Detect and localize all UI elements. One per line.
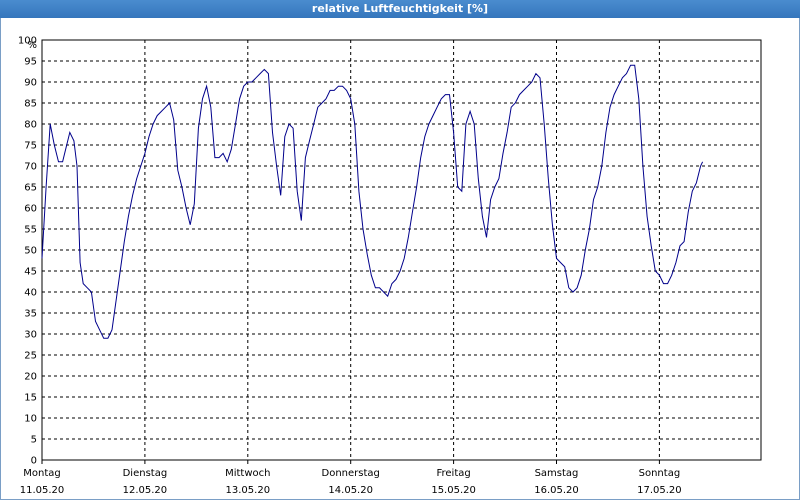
y-tick-label: 15	[24, 393, 37, 404]
y-tick-label: 90	[24, 78, 37, 89]
y-tick-label: 30	[24, 330, 37, 341]
y-tick-label: 45	[24, 267, 37, 278]
y-tick-label: 25	[24, 351, 37, 362]
y-tick-label: 60	[24, 204, 37, 215]
x-axis-ticks: Montag 11.05.20 Dienstag 12.05.20 Mittwoch 13…	[20, 460, 682, 496]
window-title: relative Luftfeuchtigkeit [%]	[0, 0, 800, 18]
y-tick-label: 85	[24, 99, 37, 110]
x-tick-weekday: Mittwoch	[225, 468, 270, 479]
x-tick-weekday: Montag	[23, 468, 60, 479]
y-tick-label: 35	[24, 309, 37, 320]
plot-frame	[41, 39, 762, 461]
y-tick-label: 100	[18, 36, 37, 47]
y-tick-label: 70	[24, 162, 37, 173]
y-tick-label: 75	[24, 141, 37, 152]
humidity-series-line	[41, 64, 704, 339]
y-tick-label: 20	[24, 372, 37, 383]
x-tick-weekday: Dienstag	[123, 468, 168, 479]
x-tick-date: 15.05.20	[431, 485, 476, 496]
x-tick-weekday: Donnerstag	[322, 468, 380, 479]
y-tick-label: 80	[24, 120, 37, 131]
x-tick-weekday: Samstag	[535, 468, 579, 479]
y-axis-unit-label: %	[27, 40, 37, 51]
y-tick-label: 40	[24, 288, 37, 299]
x-tick-weekday: Freitag	[436, 468, 470, 479]
y-tick-label: 65	[24, 183, 37, 194]
grid	[42, 40, 761, 460]
x-tick-date: 13.05.20	[226, 485, 271, 496]
x-tick-date: 17.05.20	[637, 485, 682, 496]
y-tick-label: 5	[31, 435, 37, 446]
y-tick-label: 0	[31, 456, 37, 467]
y-tick-label: 95	[24, 57, 37, 68]
y-tick-label: 10	[24, 414, 37, 425]
x-tick-date: 16.05.20	[534, 485, 579, 496]
y-axis-ticks: 0 5 10 15 20 25 30 35 40 45 50 55 60 65 70 75 80 85 90 95 10…	[18, 36, 37, 467]
x-tick-date: 14.05.20	[328, 485, 373, 496]
x-tick-weekday: Sonntag	[639, 468, 681, 479]
x-tick-date: 11.05.20	[20, 485, 65, 496]
x-tick-date: 12.05.20	[123, 485, 168, 496]
y-tick-label: 55	[24, 225, 37, 236]
y-tick-label: 50	[24, 246, 37, 257]
